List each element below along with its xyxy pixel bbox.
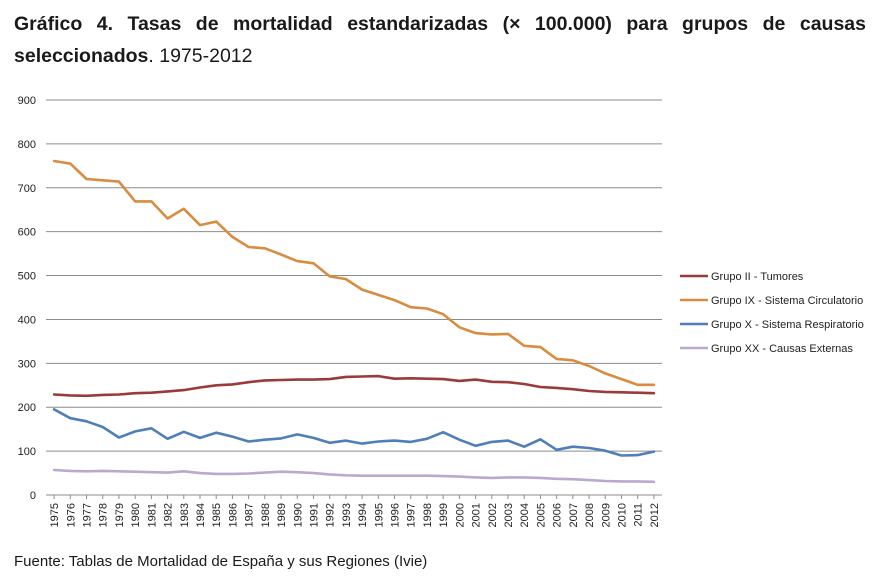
- x-tick-label: 2011: [633, 503, 645, 527]
- chart-title: Gráfico 4. Tasas de mortalidad estandari…: [14, 8, 866, 72]
- series-line-tumores: [52, 374, 656, 398]
- legend-label-circulatorio: Grupo IX - Sistema Circulatorio: [711, 295, 863, 307]
- x-tick-label: 2001: [471, 503, 483, 527]
- y-tick-label: 500: [18, 271, 36, 283]
- y-tick-label: 900: [18, 95, 36, 107]
- x-tick-label: 1976: [65, 503, 77, 527]
- y-tick-label: 400: [18, 314, 36, 326]
- x-tick-label: 1975: [49, 503, 61, 527]
- y-tick-label: 300: [18, 358, 36, 370]
- legend-label-tumores: Grupo II - Tumores: [711, 271, 804, 283]
- source-note: Fuente: Tablas de Mortalidad de España y…: [14, 553, 428, 570]
- x-tick-label: 1984: [195, 503, 207, 527]
- y-axis-ticks: 0 100 200 300 400 500 600 700 800 900: [18, 95, 36, 502]
- x-tick-label: 2009: [600, 503, 612, 527]
- x-tick-label: 1979: [114, 503, 126, 527]
- chart-title-years: . 1975-2012: [148, 45, 253, 67]
- x-tick-label: 1998: [422, 503, 434, 527]
- x-tick-label: 1999: [438, 503, 450, 527]
- x-tick-label: 1977: [82, 503, 94, 527]
- legend: Grupo II - Tumores Grupo IX - Sistema Cir…: [680, 271, 864, 355]
- x-tick-label: 1989: [276, 503, 288, 527]
- x-tick-label: 1995: [373, 503, 385, 527]
- grid-lines: [46, 99, 662, 496]
- legend-label-respiratorio: Grupo X - Sistema Respiratorio: [711, 319, 864, 331]
- x-tick-label: 1983: [179, 503, 191, 527]
- series-line-respiratorio: [52, 408, 656, 457]
- x-tick-label: 2012: [649, 503, 661, 527]
- x-tick-label: 1997: [406, 503, 418, 527]
- x-tick-label: 2002: [487, 503, 499, 527]
- series-line-externas: [52, 468, 656, 484]
- x-tick-label: 1987: [244, 503, 256, 527]
- x-tick-label: 2004: [519, 503, 531, 527]
- x-tick-label: 2003: [503, 503, 515, 527]
- series-line-circulatorio: [52, 159, 656, 387]
- x-tick-label: 1992: [325, 503, 337, 527]
- x-tick-label: 2000: [454, 503, 466, 527]
- x-tick-label: 1986: [227, 503, 239, 527]
- x-tick-label: 1985: [211, 503, 223, 527]
- x-tick-label: 1981: [146, 503, 158, 527]
- y-tick-label: 200: [18, 402, 36, 414]
- x-tick-label: 1990: [292, 503, 304, 527]
- x-tick-label: 1980: [130, 503, 142, 527]
- x-tick-label: 2010: [616, 503, 628, 527]
- x-tick-label: 1994: [357, 503, 369, 527]
- y-tick-label: 100: [18, 446, 36, 458]
- y-tick-label: 700: [18, 183, 36, 195]
- x-axis-ticks: 1975 1976 1977 1978 1979 1980 1981 1982 1983 1984…: [49, 495, 661, 527]
- x-tick-label: 1993: [341, 503, 353, 527]
- y-tick-label: 0: [30, 490, 36, 502]
- x-tick-label: 2007: [568, 503, 580, 527]
- x-tick-label: 1991: [308, 503, 320, 527]
- x-tick-label: 1978: [98, 503, 110, 527]
- x-tick-label: 2006: [552, 503, 564, 527]
- y-tick-label: 600: [18, 227, 36, 239]
- legend-label-externas: Grupo XX - Causas Externas: [711, 343, 853, 355]
- x-tick-label: 1988: [260, 503, 272, 527]
- x-tick-label: 2008: [584, 503, 596, 527]
- y-tick-label: 800: [18, 139, 36, 151]
- series-lines: [52, 159, 656, 484]
- x-tick-label: 1996: [390, 503, 402, 527]
- x-tick-label: 1982: [163, 503, 175, 527]
- x-tick-label: 2005: [535, 503, 547, 527]
- chart-title-main: Gráfico 4. Tasas de mortalidad estandari…: [14, 13, 866, 67]
